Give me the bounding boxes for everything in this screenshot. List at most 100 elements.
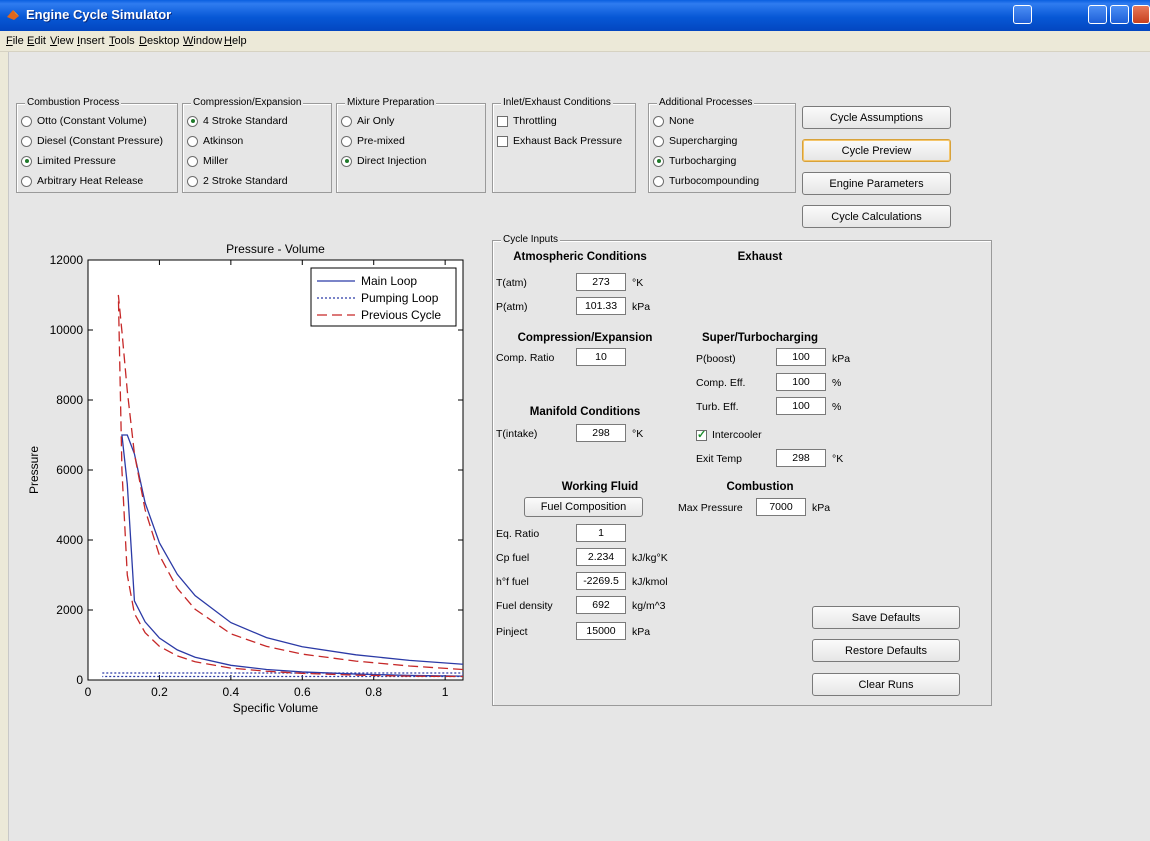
menu-insert[interactable]: Insert (77, 35, 105, 47)
combustion-panel: Combustion Process Otto (Constant Volume… (16, 97, 178, 193)
menu-desktop[interactable]: Desktop (139, 35, 180, 47)
p-atm-label: P(atm) (496, 301, 528, 313)
max-pressure-field[interactable]: 7000 (756, 498, 806, 516)
turb-eff-label: Turb. Eff. (696, 401, 739, 413)
comp-ratio-field[interactable]: 10 (576, 348, 626, 366)
fuel-density-field[interactable]: 692 (576, 596, 626, 614)
radio-selected-icon (21, 155, 32, 167)
exit-temp-field[interactable]: 298 (776, 449, 826, 467)
radio-label: Pre-mixed (357, 135, 405, 147)
radio-label: 2 Stroke Standard (203, 175, 288, 187)
radio-air-only[interactable]: Air Only (341, 114, 394, 128)
maximize-button[interactable] (1110, 5, 1129, 24)
clear-runs-button[interactable]: Clear Runs (812, 673, 960, 696)
radio-2-stroke[interactable]: 2 Stroke Standard (187, 174, 288, 188)
radio-label: Turbocharging (669, 155, 737, 167)
y-tick-label: 0 (76, 673, 83, 687)
radio-icon (21, 115, 32, 127)
radio-arbitrary-heat-release[interactable]: Arbitrary Heat Release (21, 174, 143, 188)
hf-fuel-field[interactable]: -2269.5 (576, 572, 626, 590)
t-intake-field[interactable]: 298 (576, 424, 626, 442)
title-bar: Engine Cycle Simulator (0, 0, 1150, 31)
radio-label: Limited Pressure (37, 155, 116, 167)
cycle-assumptions-button[interactable]: Cycle Assumptions (802, 106, 951, 129)
cp-fuel-field[interactable]: 2.234 (576, 548, 626, 566)
radio-icon (187, 175, 198, 187)
cycle-inputs-panel: Cycle Inputs (492, 234, 992, 706)
p-boost-unit: kPa (832, 353, 851, 365)
compression-panel: Compression/Expansion 4 Stroke Standard … (182, 97, 332, 193)
p-atm-unit: kPa (632, 301, 651, 313)
radio-limited-pressure[interactable]: Limited Pressure (21, 154, 116, 168)
radio-otto[interactable]: Otto (Constant Volume) (21, 114, 147, 128)
cycle-calculations-button[interactable]: Cycle Calculations (802, 205, 951, 228)
menu-edit[interactable]: Edit (27, 35, 46, 47)
fuel-composition-button[interactable]: Fuel Composition (524, 497, 643, 517)
atmospheric-header: Atmospheric Conditions (513, 251, 647, 263)
series-line-main-loop (121, 434, 463, 677)
menu-file[interactable]: File (6, 35, 24, 47)
radio-diesel[interactable]: Diesel (Constant Pressure) (21, 134, 163, 148)
radio-label: Arbitrary Heat Release (37, 175, 144, 187)
radio-none[interactable]: None (653, 114, 694, 128)
menu-window[interactable]: Window (183, 35, 223, 47)
series-line-pumping-loop (102, 672, 463, 678)
radio-pre-mixed[interactable]: Pre-mixed (341, 134, 405, 148)
checkbox-icon (497, 135, 508, 147)
pinject-field[interactable]: 15000 (576, 622, 626, 640)
checkbox-throttling[interactable]: Throttling (497, 114, 557, 128)
radio-label: None (669, 115, 695, 127)
checkbox-label: Exhaust Back Pressure (513, 135, 623, 147)
radio-miller[interactable]: Miller (187, 154, 228, 168)
fuel-density-unit: kg/m^3 (632, 600, 666, 612)
intercooler-label: Intercooler (712, 429, 762, 441)
radio-selected-icon (653, 155, 664, 167)
radio-label: Turbocompounding (669, 175, 760, 187)
x-tick-label: 0.6 (294, 685, 311, 699)
radio-4-stroke[interactable]: 4 Stroke Standard (187, 114, 288, 128)
t-atm-label: T(atm) (496, 277, 527, 289)
max-pressure-unit: kPa (812, 502, 831, 514)
comp-eff-field[interactable]: 100 (776, 373, 826, 391)
radio-icon (21, 135, 32, 147)
save-defaults-button[interactable]: Save Defaults (812, 606, 960, 629)
eq-ratio-label: Eq. Ratio (496, 528, 540, 540)
radio-atkinson[interactable]: Atkinson (187, 134, 243, 148)
radio-turbocompounding[interactable]: Turbocompounding (653, 174, 759, 188)
x-axis-label: Specific Volume (233, 701, 319, 715)
legend-box (310, 267, 457, 327)
restore-defaults-button[interactable]: Restore Defaults (812, 639, 960, 662)
close-button[interactable] (1132, 5, 1150, 24)
t-atm-field[interactable]: 273 (576, 273, 626, 291)
additional-panel: Additional Processes None Supercharging … (648, 97, 796, 193)
p-boost-field[interactable]: 100 (776, 348, 826, 366)
radio-icon (21, 175, 32, 187)
radio-direct-injection[interactable]: Direct Injection (341, 154, 426, 168)
radio-turbocharging[interactable]: Turbocharging (653, 154, 736, 168)
checkbox-exhaust-back-pressure[interactable]: Exhaust Back Pressure (497, 134, 622, 148)
plot-area (87, 259, 464, 681)
cycle-preview-button[interactable]: Cycle Preview (802, 139, 951, 162)
turb-eff-field[interactable]: 100 (776, 397, 826, 415)
turb-eff-unit: % (832, 401, 842, 413)
intercooler-checkbox[interactable]: Intercooler (696, 428, 762, 442)
combustion-panel-title: Combustion Process (25, 97, 122, 108)
menu-view[interactable]: View (50, 35, 74, 47)
menu-help[interactable]: Help (224, 35, 247, 47)
engine-parameters-button[interactable]: Engine Parameters (802, 172, 951, 195)
radio-icon (341, 115, 352, 127)
eq-ratio-field[interactable]: 1 (576, 524, 626, 542)
radio-label: Otto (Constant Volume) (37, 115, 147, 127)
radio-label: Direct Injection (357, 155, 427, 167)
p-atm-field[interactable]: 101.33 (576, 297, 626, 315)
legend-label: Main Loop (361, 274, 417, 288)
menu-tools[interactable]: Tools (109, 35, 135, 47)
max-pressure-label: Max Pressure (678, 502, 743, 514)
mixture-panel: Mixture Preparation Air Only Pre-mixed D… (336, 97, 486, 193)
dock-button[interactable] (1013, 5, 1032, 24)
minimize-button[interactable] (1088, 5, 1107, 24)
radio-supercharging[interactable]: Supercharging (653, 134, 737, 148)
radio-label: Air Only (357, 115, 395, 127)
comp-ratio-label: Comp. Ratio (496, 352, 555, 364)
compression-panel-title: Compression/Expansion (191, 97, 304, 108)
